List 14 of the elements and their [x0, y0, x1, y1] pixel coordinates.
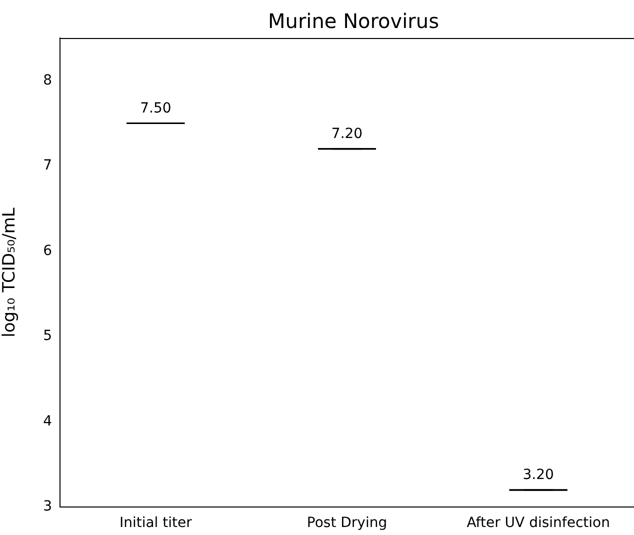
x-tick-label: Post Drying [306, 515, 388, 532]
text: 3.20 [522, 466, 554, 483]
y-axis-title: log₁₀ TCID₅₀/mL [0, 207, 20, 338]
chart-title: Murine Norovirus [268, 9, 439, 33]
y-tick-label: 7 [43, 158, 52, 174]
y-tick-label: 3 [43, 498, 52, 515]
text: 7.20 [331, 126, 363, 142]
x-tick-label: Initial titer [119, 515, 192, 532]
text: 7.50 [140, 100, 172, 116]
x-tick-label: After UV disinfection [466, 515, 610, 532]
y-tick-label: 6 [43, 242, 52, 259]
y-tick-label: 4 [43, 413, 52, 430]
y-tick-label: 8 [43, 72, 52, 88]
y-tick-label: 5 [43, 328, 52, 344]
